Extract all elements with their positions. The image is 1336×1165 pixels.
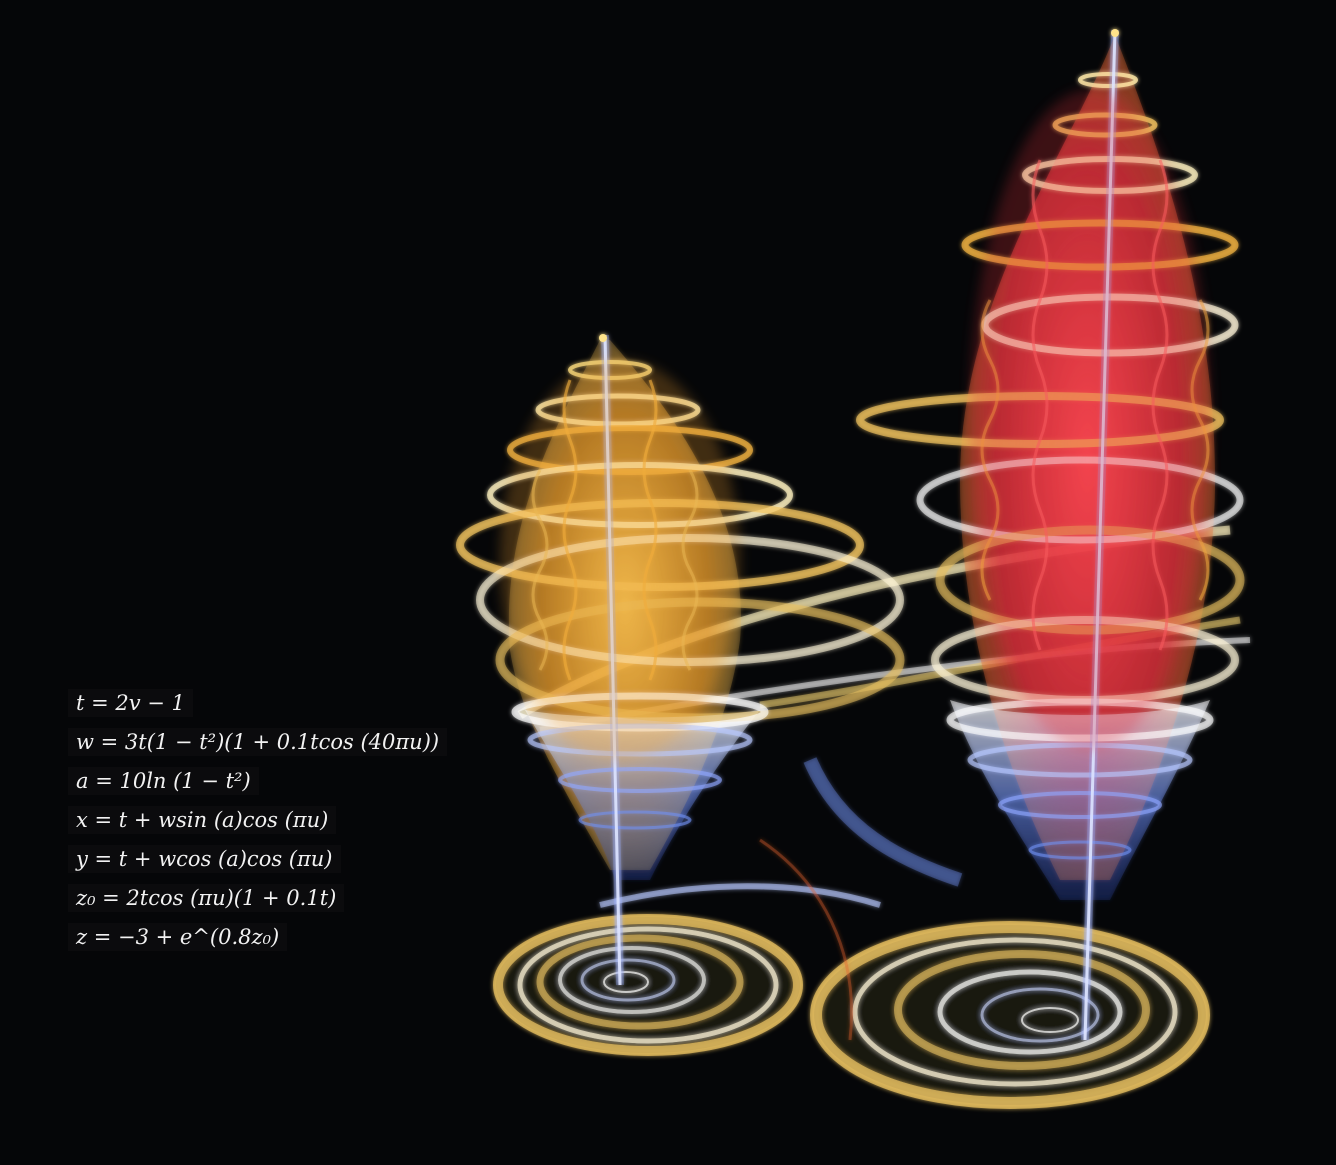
equation-t: t = 2v − 1 xyxy=(68,684,448,723)
equation-w: w = 3t(1 − t²)(1 + 0.1tcos (40πu)) xyxy=(68,723,448,762)
equation-a: a = 10ln (1 − t²) xyxy=(68,762,448,801)
base-disc-left xyxy=(493,914,803,1056)
equation-y: y = t + wcos (a)cos (πu) xyxy=(68,840,448,879)
base-disc-right xyxy=(810,921,1210,1109)
equation-z0: z₀ = 2tcos (πu)(1 + 0.1t) xyxy=(68,879,448,918)
equation-x: x = t + wsin (a)cos (πu) xyxy=(68,801,448,840)
equation-list: t = 2v − 1 w = 3t(1 − t²)(1 + 0.1tcos (4… xyxy=(68,684,448,957)
glow-haze xyxy=(500,90,1210,760)
equation-z: z = −3 + e^(0.8z₀) xyxy=(68,918,448,957)
